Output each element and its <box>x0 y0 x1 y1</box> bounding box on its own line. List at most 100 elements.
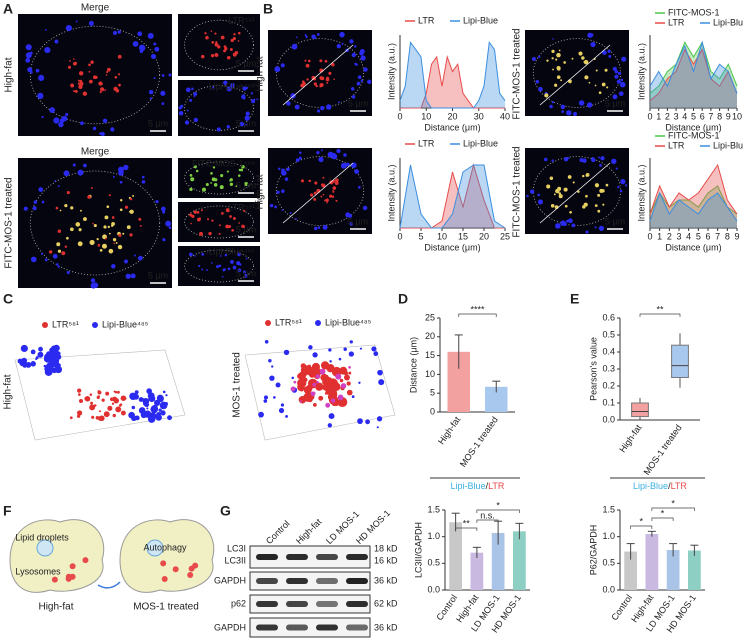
lysosome <box>65 575 72 582</box>
cell-dot <box>57 249 62 253</box>
cell-dot <box>314 226 318 231</box>
legend-dot <box>92 322 98 328</box>
x-tick-label: 25 <box>500 231 510 241</box>
cell-dot <box>243 225 246 228</box>
cell-dot <box>53 117 60 124</box>
cell-dot <box>235 185 238 187</box>
cell-dot <box>119 208 123 212</box>
cell-dot <box>65 113 69 117</box>
cell-dot <box>90 278 96 283</box>
cell-dot <box>251 99 256 104</box>
render-blob <box>76 414 81 418</box>
cell-dot <box>78 228 82 232</box>
scale-label: 5 μm <box>148 118 168 128</box>
cell-dot <box>129 209 134 214</box>
cell-dot <box>35 68 40 73</box>
cell-dot <box>350 162 357 169</box>
cell-dot <box>620 78 624 82</box>
y-tick-label: 0.2 <box>602 380 615 390</box>
profile-area <box>650 42 737 108</box>
cell-dot <box>585 230 589 234</box>
cell-dot <box>335 199 338 202</box>
render-blob <box>155 414 162 421</box>
render-blob <box>327 423 332 428</box>
cell-dot <box>363 67 368 72</box>
render-blob <box>316 380 319 384</box>
sig-bracket <box>639 313 681 317</box>
cell-dot <box>212 166 216 169</box>
render-blob <box>44 368 53 376</box>
x-tick-label: 6 <box>705 231 710 241</box>
render-blob <box>346 381 351 386</box>
cell-dot <box>354 169 359 175</box>
cell-dot <box>581 56 585 60</box>
cell-dot <box>313 197 317 201</box>
cell-dot <box>355 63 358 66</box>
cell-dot <box>54 39 59 44</box>
cell-dot <box>108 194 111 197</box>
cell-dot <box>193 165 197 169</box>
cell-dot <box>585 194 588 198</box>
bar <box>666 550 680 590</box>
profile-line <box>649 191 738 222</box>
cell-dot <box>546 59 549 62</box>
render-blob <box>328 413 335 420</box>
cell-dot <box>64 245 68 248</box>
render-blob <box>51 347 55 351</box>
cell-dot <box>57 229 62 233</box>
blot-band <box>346 624 368 631</box>
render-blob <box>37 351 44 358</box>
render-blob <box>273 396 276 399</box>
render-blob <box>38 346 43 352</box>
render-blob <box>158 408 162 412</box>
cell-dot <box>294 104 300 110</box>
render-blob <box>376 416 383 422</box>
bar <box>491 532 505 590</box>
cell-dot <box>594 226 597 229</box>
cell-dot <box>155 199 159 204</box>
cell-dot <box>66 191 70 195</box>
cell-dot <box>205 35 209 40</box>
render-blob <box>128 411 135 419</box>
render-blob <box>95 416 100 420</box>
cell-dot <box>124 259 129 264</box>
cell-dot <box>215 53 219 57</box>
cell-dot <box>351 52 356 58</box>
render-blob <box>138 407 146 414</box>
cell-dot <box>602 203 605 206</box>
sig-label: * <box>671 498 675 508</box>
cell-dot <box>52 253 58 259</box>
cell-dot <box>112 175 115 178</box>
cell-dot <box>269 203 274 208</box>
legend-label: LTR <box>668 140 685 150</box>
render-blob <box>77 388 82 393</box>
render-blob <box>91 415 95 419</box>
render-blob <box>343 374 350 381</box>
x-tick-label: 1 <box>657 231 662 241</box>
cell-dot <box>125 273 131 279</box>
cell-dot <box>201 54 205 59</box>
cell-dot <box>219 185 224 190</box>
cell-dot <box>184 120 190 125</box>
blot-band <box>346 554 368 560</box>
cell-dot <box>138 217 142 221</box>
render-blob <box>159 401 168 410</box>
render-blob <box>312 382 317 387</box>
cell-dot <box>295 36 298 39</box>
cell-dot <box>549 176 554 181</box>
cell-dot <box>558 192 562 195</box>
band-label: GAPDH <box>214 622 246 632</box>
cell-dot <box>281 170 287 176</box>
render-blob <box>21 357 28 364</box>
render-blob <box>325 402 331 408</box>
cell-dot <box>201 268 204 271</box>
cell-dot <box>189 174 193 177</box>
cell-dot <box>600 156 605 161</box>
cell-dot <box>550 203 555 208</box>
x-tick-label: High-fat <box>436 414 463 446</box>
cell-dot <box>165 220 172 227</box>
cell-dot <box>567 175 572 179</box>
cell-dot <box>161 74 165 77</box>
cell-dot <box>332 190 334 192</box>
cell-dot <box>115 241 118 244</box>
